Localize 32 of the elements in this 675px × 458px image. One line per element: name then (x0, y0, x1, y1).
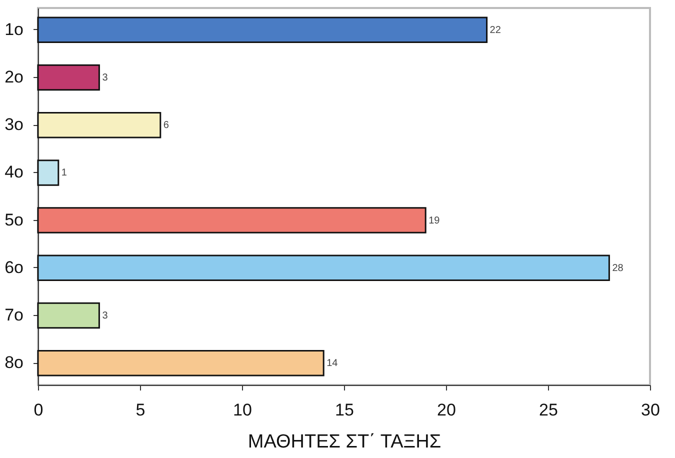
data-label: 28 (612, 262, 624, 274)
bar (37, 16, 488, 44)
bar (37, 160, 60, 186)
y-tick-label: 8ο (4, 353, 24, 372)
y-tick-label: 5ο (4, 210, 24, 230)
x-tick-label: 15 (335, 400, 354, 420)
x-tick-label: 30 (641, 400, 660, 420)
y-tick-label: 4ο (4, 162, 24, 182)
data-label: 3 (102, 72, 108, 84)
x-tick-label: 10 (233, 400, 252, 420)
x-tick-label: 0 (34, 400, 44, 420)
data-label: 1 (61, 168, 68, 179)
data-label: 3 (102, 310, 108, 322)
bar (37, 302, 100, 329)
data-label: 22 (490, 24, 502, 36)
bar (37, 350, 324, 376)
y-tick-label: 6ο (4, 258, 24, 277)
bar (37, 254, 610, 282)
x-tick-label: 20 (437, 400, 456, 420)
y-tick-label: 1ο (4, 20, 24, 39)
bar (37, 207, 426, 234)
data-label: 6 (163, 120, 170, 132)
y-tick-label: 2ο (4, 67, 24, 86)
bar (37, 64, 100, 91)
x-axis-title: ΜΑΘΗΤΕΣ ΣΤ΄ ΤΑΞΗΣ (248, 432, 442, 452)
x-tick-label: 25 (539, 400, 558, 420)
bar (37, 112, 162, 138)
data-label: 19 (428, 215, 440, 226)
x-tick-label: 5 (136, 400, 146, 420)
y-tick-label: 7ο (4, 306, 24, 325)
data-label: 14 (326, 358, 338, 370)
y-tick-label: 3ο (4, 115, 24, 134)
